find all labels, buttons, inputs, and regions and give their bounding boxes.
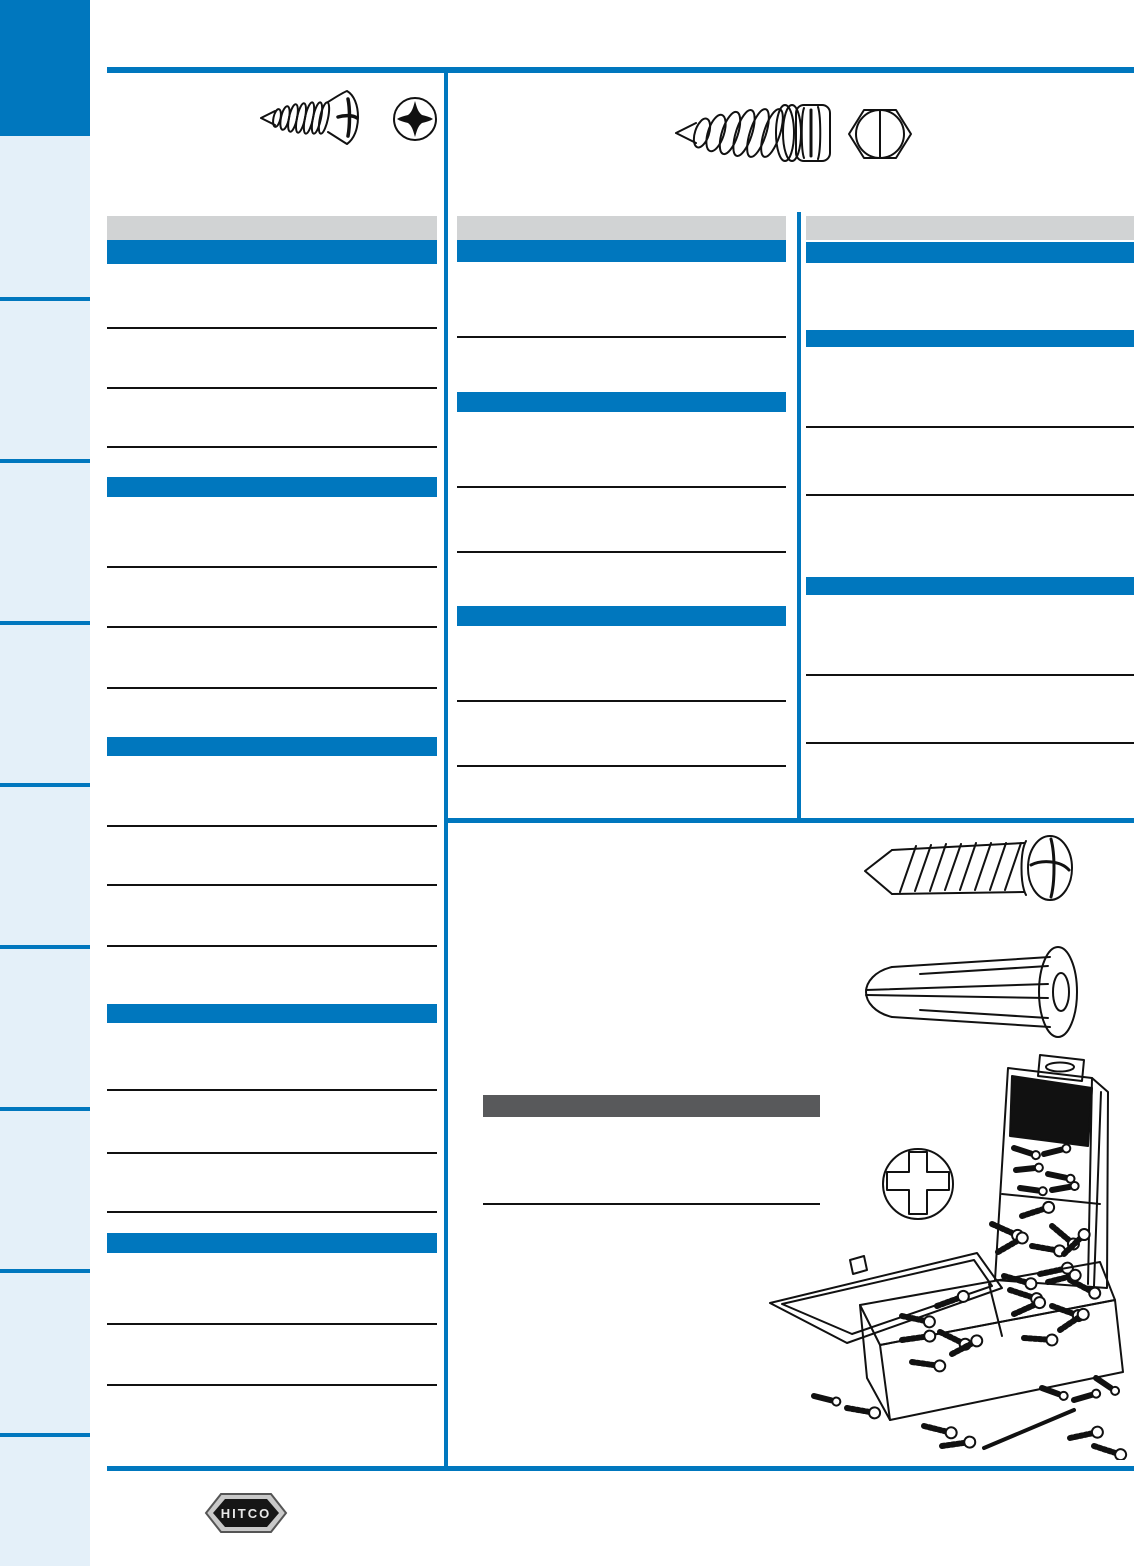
table-row-divider [483, 1203, 820, 1205]
sidebar-divider [0, 297, 90, 301]
sidebar-divider [0, 783, 90, 787]
table-row-divider [107, 566, 437, 568]
kit-header-bar [483, 1095, 820, 1117]
brand-badge-icon: HITCO [204, 1493, 288, 1533]
table-row-divider [107, 1211, 437, 1213]
table-row-divider [457, 336, 786, 338]
column-divider-left [444, 67, 448, 1471]
table-row-divider [107, 884, 437, 886]
table-row-divider [107, 825, 437, 827]
table-row-divider [806, 426, 1134, 428]
table-row-divider [107, 1152, 437, 1154]
section-header-bar [107, 240, 437, 264]
hex-head-icon [848, 109, 912, 159]
table-row-divider [107, 327, 437, 329]
section-header-bar [457, 240, 786, 262]
table-row-divider [107, 1089, 437, 1091]
content-top-border [107, 67, 1134, 73]
table-row-divider [806, 742, 1134, 744]
oval-head-screw-icon [260, 90, 359, 145]
sidebar-tab-active [0, 0, 90, 136]
illustration-area-separator [444, 818, 1134, 823]
sidebar-divider [0, 1433, 90, 1437]
table-row-divider [457, 765, 786, 767]
table-row-divider [806, 674, 1134, 676]
section-header-bar [107, 737, 437, 756]
section-header-bar [107, 1233, 437, 1253]
table-row-divider [457, 486, 786, 488]
section-header-bar [806, 242, 1134, 263]
section-header-bar [107, 477, 437, 497]
sidebar [0, 0, 90, 1566]
table-row-divider [457, 700, 786, 702]
section-header-bar [457, 392, 786, 412]
sidebar-tab-strip [0, 136, 90, 1566]
table-row-divider [107, 945, 437, 947]
table-row-divider [107, 1384, 437, 1386]
table-row-divider [107, 387, 437, 389]
table-row-divider [107, 626, 437, 628]
table-row-divider [457, 551, 786, 553]
sidebar-divider [0, 945, 90, 949]
plastic-anchor-icon [865, 946, 1078, 1038]
table-header-bar [457, 216, 786, 240]
sidebar-divider [0, 1269, 90, 1273]
section-header-bar [806, 330, 1134, 347]
section-header-bar [457, 606, 786, 626]
section-header-bar [806, 577, 1134, 595]
table-row-divider [107, 1323, 437, 1325]
column-divider-right [797, 212, 801, 823]
brand-logo-text: HITCO [221, 1506, 271, 1521]
hex-washer-screw-icon [675, 104, 831, 162]
table-header-bar [107, 216, 437, 240]
table-row-divider [806, 494, 1134, 496]
content-bottom-border [107, 1466, 1134, 1471]
table-row-divider [107, 446, 437, 448]
sidebar-divider [0, 1107, 90, 1111]
section-header-bar [107, 1004, 437, 1023]
table-header-bar [806, 216, 1134, 240]
table-row-divider [107, 687, 437, 689]
phillips-drive-icon [393, 97, 437, 141]
phillips-recess-icon [882, 1148, 954, 1220]
pan-head-screw-icon [864, 835, 1073, 901]
sidebar-divider [0, 459, 90, 463]
assortment-kit-icon [769, 1054, 1134, 1460]
sidebar-divider [0, 621, 90, 625]
